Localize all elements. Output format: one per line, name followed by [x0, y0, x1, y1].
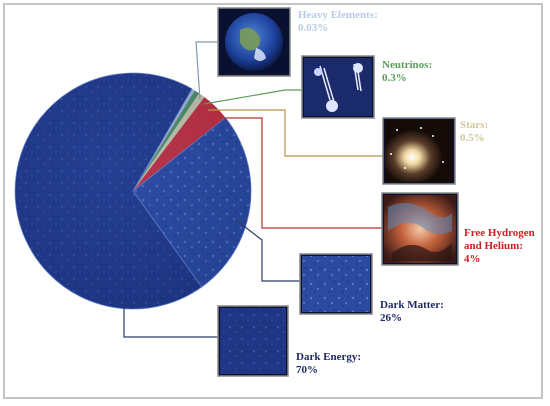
- leader-line: [208, 109, 383, 157]
- slice-value-label: 4%: [464, 253, 481, 265]
- pie-shading: [15, 73, 251, 309]
- slice-value-label: 0.03%: [298, 22, 328, 34]
- leader-line: [195, 41, 218, 101]
- slice-label: Stars: 0.5%: [460, 119, 488, 144]
- earth-photo: [217, 7, 291, 77]
- gas-nebula-photo: [381, 192, 459, 266]
- slice-label: Neutrinos: 0.3%: [382, 59, 432, 84]
- neutrino-tracks-photo: [301, 55, 375, 119]
- leader-line: [214, 117, 382, 229]
- dark-energy-texture: [217, 305, 289, 377]
- dark-matter-texture: [299, 253, 373, 315]
- slice-value-label: 26%: [380, 312, 402, 324]
- slice-value-label: 70%: [296, 364, 318, 376]
- slice-value-label: 0.3%: [382, 72, 407, 84]
- slice-label: Heavy Elements: 0.03%: [298, 9, 378, 34]
- leader-line: [123, 306, 218, 338]
- slice-label: Dark Energy: 70%: [296, 351, 361, 376]
- slice-value-label: 0.5%: [460, 132, 485, 144]
- slice-label: Dark Matter: 26%: [380, 299, 444, 324]
- slice-label: Free Hydrogen and Helium: 4%: [464, 227, 535, 265]
- star-cluster-photo: [382, 117, 456, 185]
- leader-line: [203, 89, 302, 105]
- leader-line: [235, 219, 300, 282]
